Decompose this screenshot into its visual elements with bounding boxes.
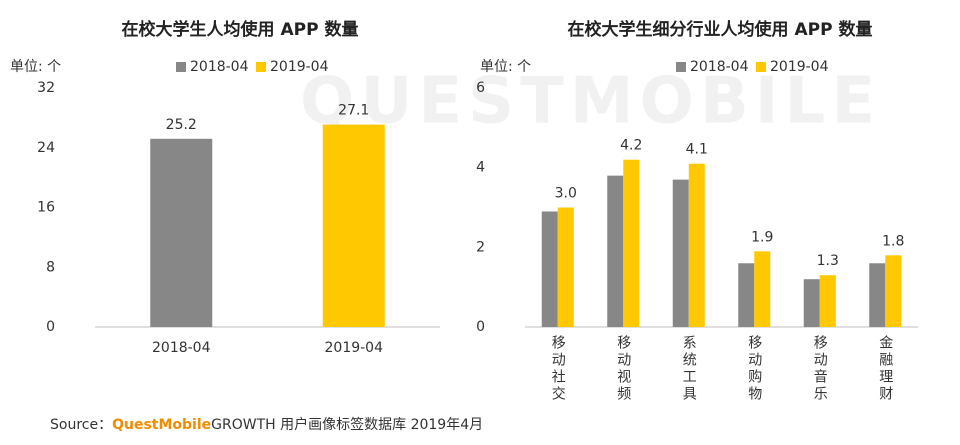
bar [150,138,213,327]
bar [541,211,558,327]
legend-swatch [256,62,266,72]
legend-label: 2019-04 [770,59,829,75]
bar [819,275,836,327]
bar [672,179,689,327]
y-tick-label: 0 [476,319,485,335]
bar [623,159,640,327]
bar [754,251,771,327]
value-label: 27.1 [338,103,369,119]
x-tick-label: 移动购物 [746,335,762,403]
footer-brand: QuestMobile [112,417,211,433]
bar [869,263,886,327]
value-label: 25.2 [166,117,197,133]
y-tick-label: 24 [37,140,55,156]
bar [607,175,624,327]
legend-label: 2018-04 [190,59,249,75]
footer-prefix: Source： [50,417,112,433]
bar [885,255,902,327]
x-tick-label: 2018-04 [152,340,211,356]
y-tick-label: 16 [37,200,55,216]
footer: Source：QuestMobileGROWTH 用户画像标签数据库 2019年… [50,416,483,433]
bar [688,163,705,327]
legend-label: 2019-04 [270,59,329,75]
unit-label: 单位: 个 [10,59,61,75]
bar [322,124,385,327]
x-tick-label: 2019-04 [325,340,384,356]
x-tick-label: 移动音乐 [812,335,828,403]
value-label: 3.0 [555,186,577,202]
value-label: 4.1 [686,142,708,158]
y-tick-label: 0 [46,319,55,335]
y-tick-label: 8 [46,259,55,275]
footer-text: GROWTH 用户画像标签数据库 2019年4月 [211,416,483,433]
legend-swatch [176,62,186,72]
x-tick-label: 系统工具 [681,335,697,403]
legend-swatch [676,62,686,72]
unit-label: 单位: 个 [480,59,531,75]
legend-swatch [756,62,766,72]
x-tick-label: 移动社交 [550,335,566,403]
x-tick-label: 金融理财 [877,335,893,403]
value-label: 1.9 [751,229,773,245]
value-label: 1.3 [817,253,839,269]
y-tick-label: 6 [476,80,485,96]
y-tick-label: 4 [476,160,485,176]
value-label: 1.8 [882,233,904,249]
watermark: QUESTMOBILE [300,65,881,139]
chart-title: 在校大学生人均使用 APP 数量 [122,19,359,40]
bar [803,279,820,327]
x-tick-label: 移动视频 [615,335,631,403]
bar [738,263,755,327]
bar [557,207,574,327]
y-tick-label: 32 [37,80,55,96]
value-label: 4.2 [620,138,642,154]
legend-label: 2018-04 [690,59,749,75]
y-tick-label: 2 [476,239,485,255]
chart-title: 在校大学生细分行业人均使用 APP 数量 [568,19,873,40]
